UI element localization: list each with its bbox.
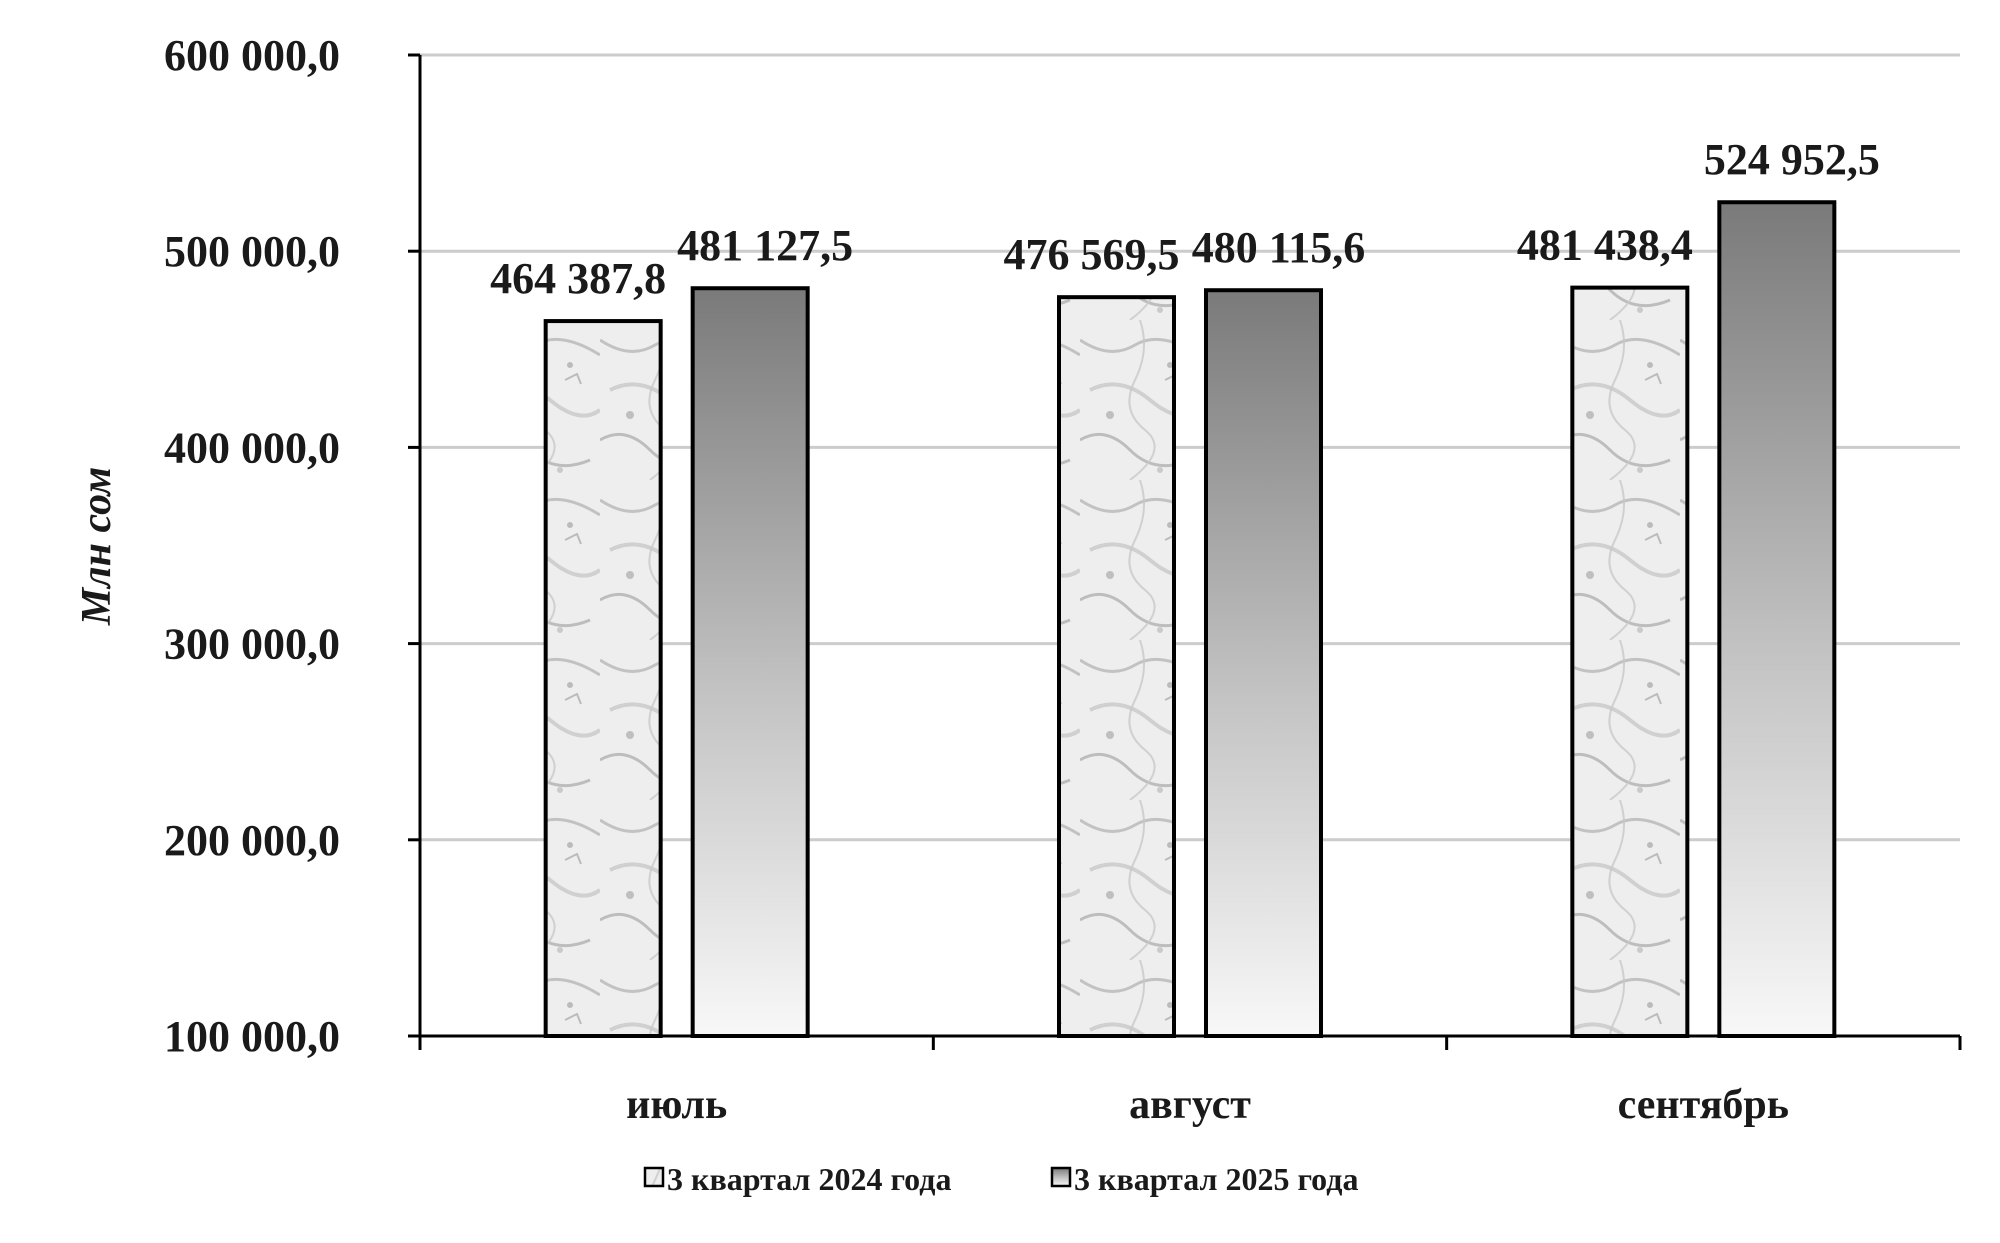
y-tick-label: 600 000,0 [164, 31, 340, 80]
legend: 3 квартал 2024 года 3 квартал 2025 года [643, 1161, 1358, 1197]
y-axis-title: Млн сом [74, 467, 120, 626]
legend-swatch-0 [643, 1166, 665, 1188]
y-tick-label: 200 000,0 [164, 816, 340, 865]
data-label: 480 115,6 [1192, 223, 1366, 272]
bar-2025-2 [1717, 200, 1837, 1038]
category-label: июль [626, 1082, 727, 1128]
data-label: 464 387,8 [490, 254, 666, 303]
bar-2024-1 [1057, 295, 1176, 1038]
legend-swatch-1 [1050, 1166, 1072, 1188]
axes [408, 53, 1962, 1050]
y-tick-label: 500 000,0 [164, 227, 340, 276]
y-tick-label: 400 000,0 [164, 423, 340, 472]
bar-2024-2 [1570, 285, 1690, 1038]
y-tick-label: 100 000,0 [164, 1012, 340, 1061]
bar-2024-0 [543, 319, 663, 1039]
legend-label-1: 3 квартал 2025 года [1074, 1161, 1358, 1197]
data-label: 481 438,4 [1517, 221, 1693, 270]
bars [543, 200, 1837, 1039]
legend-label-0: 3 квартал 2024 года [667, 1161, 951, 1197]
data-label: 481 127,5 [677, 221, 853, 270]
data-label: 524 952,5 [1704, 135, 1880, 184]
category-label: сентябрь [1618, 1082, 1789, 1128]
bar-2025-0 [690, 286, 810, 1038]
bar-2025-1 [1204, 288, 1323, 1038]
y-tick-label: 300 000,0 [164, 620, 340, 669]
category-label: август [1129, 1082, 1251, 1128]
labels: 100 000,0 200 000,0 300 000,0 400 000,0 500 … [74, 31, 1880, 1128]
gridlines [420, 53, 1960, 842]
data-label: 476 569,5 [1004, 230, 1180, 279]
